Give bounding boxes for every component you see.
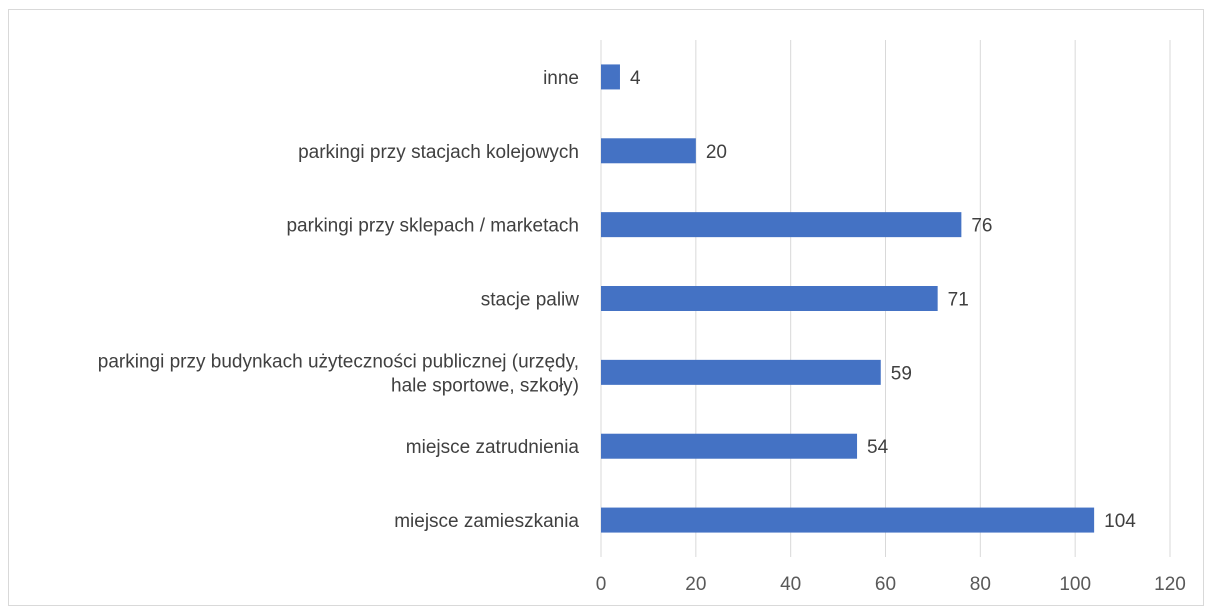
x-tick-label: 100 — [1059, 574, 1091, 595]
data-label: 76 — [971, 216, 992, 237]
x-tick-label: 80 — [970, 574, 991, 595]
data-label: 4 — [630, 68, 641, 89]
x-tick-label: 40 — [780, 574, 801, 595]
data-label: 20 — [706, 142, 727, 163]
bar — [601, 286, 938, 311]
category-labels: inne parkingi przy stacjach kolejowych par… — [98, 68, 580, 532]
category-label: hale sportowe, szkoły) — [391, 375, 579, 396]
bar — [601, 359, 881, 385]
bar — [601, 64, 620, 90]
category-label: parkingi przy budynkach użyteczności pub… — [98, 351, 579, 372]
x-tick-label: 60 — [875, 574, 896, 595]
gridlines — [600, 40, 1171, 557]
x-tick-label: 20 — [685, 574, 706, 595]
category-label: miejsce zamieszkania — [394, 511, 579, 532]
category-label: miejsce zatrudnienia — [406, 437, 580, 458]
data-label: 54 — [867, 437, 889, 458]
category-label: parkingi przy sklepach / marketach — [286, 216, 579, 237]
bars — [601, 64, 1095, 533]
data-label: 71 — [948, 290, 969, 311]
bar — [601, 507, 1095, 533]
x-tick-label: 0 — [596, 574, 607, 595]
x-tick-labels: 0 20 40 60 80 100 120 — [596, 574, 1186, 595]
category-label: parkingi przy stacjach kolejowych — [298, 142, 579, 163]
bar — [601, 212, 962, 238]
data-label: 59 — [891, 363, 912, 384]
bar — [601, 433, 858, 459]
category-label: stacje paliw — [481, 290, 579, 311]
x-tick-label: 120 — [1154, 574, 1186, 595]
data-label: 104 — [1104, 511, 1136, 532]
data-labels: 4 20 76 71 59 54 104 — [630, 68, 1136, 532]
category-label: inne — [543, 68, 579, 89]
bar — [601, 138, 696, 164]
